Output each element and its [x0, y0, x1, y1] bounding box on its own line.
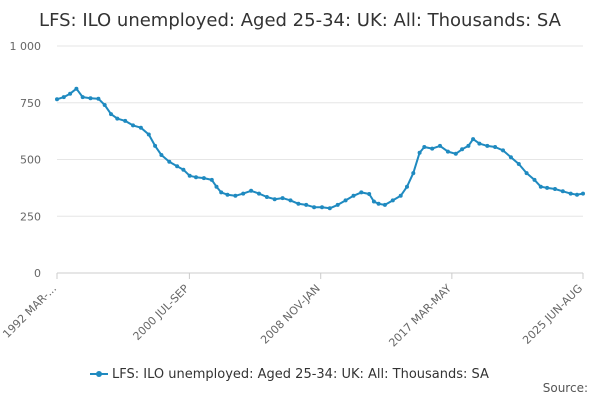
data-point [327, 206, 332, 211]
data-point [359, 190, 364, 195]
data-point [209, 177, 214, 182]
data-point [61, 95, 66, 100]
y-tick-label: 500 [20, 154, 41, 167]
data-point [390, 198, 395, 203]
data-point [131, 123, 135, 128]
data-point [80, 95, 85, 100]
data-point [485, 143, 490, 148]
data-point [74, 86, 79, 91]
data-point [405, 184, 409, 189]
data-point [320, 205, 324, 210]
y-tick-label: 250 [20, 210, 41, 223]
data-point [257, 191, 261, 196]
data-point [411, 171, 416, 176]
data-point [471, 137, 476, 142]
data-point [422, 145, 427, 149]
data-point [501, 148, 505, 153]
data-point [96, 96, 101, 101]
data-point [508, 155, 513, 160]
data-point [138, 125, 143, 130]
data-point [288, 198, 293, 203]
data-point [296, 201, 301, 206]
legend-series-label: LFS: ILO unemployed: Aged 25-34: UK: All… [112, 367, 489, 382]
data-point [524, 171, 529, 176]
data-point [367, 192, 372, 196]
data-point [538, 184, 543, 189]
x-tick-label: 2000 JUL-SEP [131, 282, 192, 343]
data-point [466, 143, 471, 148]
series-line [56, 87, 584, 210]
data-point [398, 193, 403, 198]
data-point [477, 141, 482, 146]
data-point [280, 196, 285, 201]
x-tick-label: 2025 JUN-AUG [520, 282, 585, 347]
data-point [304, 202, 309, 207]
data-point [68, 91, 73, 96]
grid-layer [57, 45, 583, 274]
legend[interactable]: LFS: ILO unemployed: Aged 25-34: UK: All… [90, 367, 489, 382]
data-point [88, 96, 93, 101]
y-tick-label: 750 [20, 97, 41, 110]
data-point [575, 192, 579, 197]
axis-layer: 0 250 500 750 1 000 1992 MAR-... 2000 JUL-SEP 2… [0, 40, 585, 350]
legend-dot-marker [96, 371, 102, 377]
data-point [493, 145, 498, 149]
chart-title: LFS: ILO unemployed: Aged 25-34: UK: All… [39, 10, 562, 31]
data-point [241, 191, 246, 196]
data-point [545, 185, 550, 190]
data-point [219, 190, 224, 195]
data-point [335, 202, 340, 207]
data-point [115, 116, 120, 121]
source-label: Source: [543, 381, 588, 395]
data-point [430, 146, 435, 151]
series-layer [55, 86, 585, 211]
x-tick-label: 2008 NOV-JAN [258, 282, 323, 347]
x-tick-label: 1992 MAR-... [0, 282, 59, 341]
data-point [249, 188, 254, 193]
data-point [312, 205, 317, 210]
data-point [201, 176, 206, 181]
data-point [146, 132, 151, 137]
y-tick-label: 1 000 [10, 40, 42, 53]
data-point [516, 162, 521, 166]
data-point [272, 197, 277, 202]
data-point [233, 193, 238, 198]
x-tick-label: 2017 MAR-MAY [386, 282, 454, 350]
data-point [159, 153, 164, 157]
data-point [214, 184, 219, 189]
data-point [102, 103, 107, 107]
data-point [264, 195, 269, 199]
data-point [225, 192, 230, 197]
data-point [371, 199, 376, 204]
data-point [438, 143, 442, 148]
data-point [187, 173, 192, 178]
data-point [167, 159, 172, 164]
data-point [376, 201, 381, 206]
data-point [123, 118, 128, 123]
data-point [417, 150, 422, 155]
data-point [343, 198, 348, 203]
data-point [568, 191, 573, 196]
data-point [194, 175, 198, 180]
data-point [351, 193, 356, 198]
data-point [553, 187, 557, 191]
data-point [560, 189, 565, 194]
data-point [453, 151, 458, 156]
data-point [109, 112, 113, 117]
data-point [532, 177, 537, 182]
data-point [55, 97, 59, 102]
data-point [181, 167, 186, 172]
data-point [153, 143, 158, 148]
y-tick-label: 0 [34, 267, 41, 280]
data-point [382, 202, 387, 207]
data-point [175, 164, 180, 169]
data-point [581, 191, 585, 196]
data-point [460, 147, 465, 152]
data-point [445, 149, 450, 154]
